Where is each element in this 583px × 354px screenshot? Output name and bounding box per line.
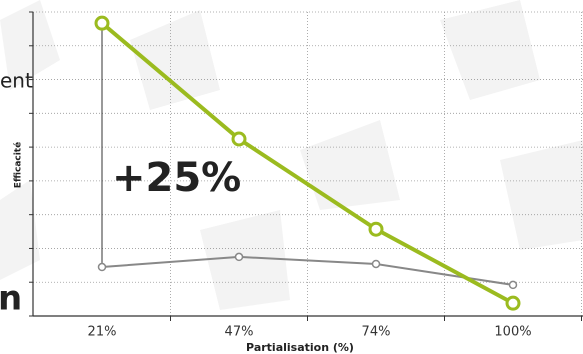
series-line bbox=[101, 255, 514, 286]
data-point bbox=[508, 280, 518, 290]
y-axis-label: Efficacité bbox=[13, 142, 24, 188]
x-tick-label: 100% bbox=[494, 325, 531, 340]
background-shapes bbox=[0, 0, 583, 310]
x-axis-label: Partialisation (%) bbox=[246, 341, 354, 354]
data-point bbox=[94, 15, 110, 31]
annotation: +25% bbox=[112, 155, 241, 201]
data-point bbox=[505, 295, 521, 311]
x-tick-label: 74% bbox=[362, 325, 391, 340]
data-point bbox=[97, 262, 107, 272]
data-point bbox=[368, 221, 384, 237]
data-point bbox=[371, 259, 381, 269]
data-point bbox=[234, 252, 244, 262]
series-line bbox=[100, 21, 514, 305]
x-tick-label: 21% bbox=[88, 325, 117, 340]
background-text: ent bbox=[0, 69, 33, 93]
data-point bbox=[231, 131, 247, 147]
x-tick-label: 47% bbox=[225, 325, 254, 340]
background-text: n bbox=[0, 279, 22, 319]
